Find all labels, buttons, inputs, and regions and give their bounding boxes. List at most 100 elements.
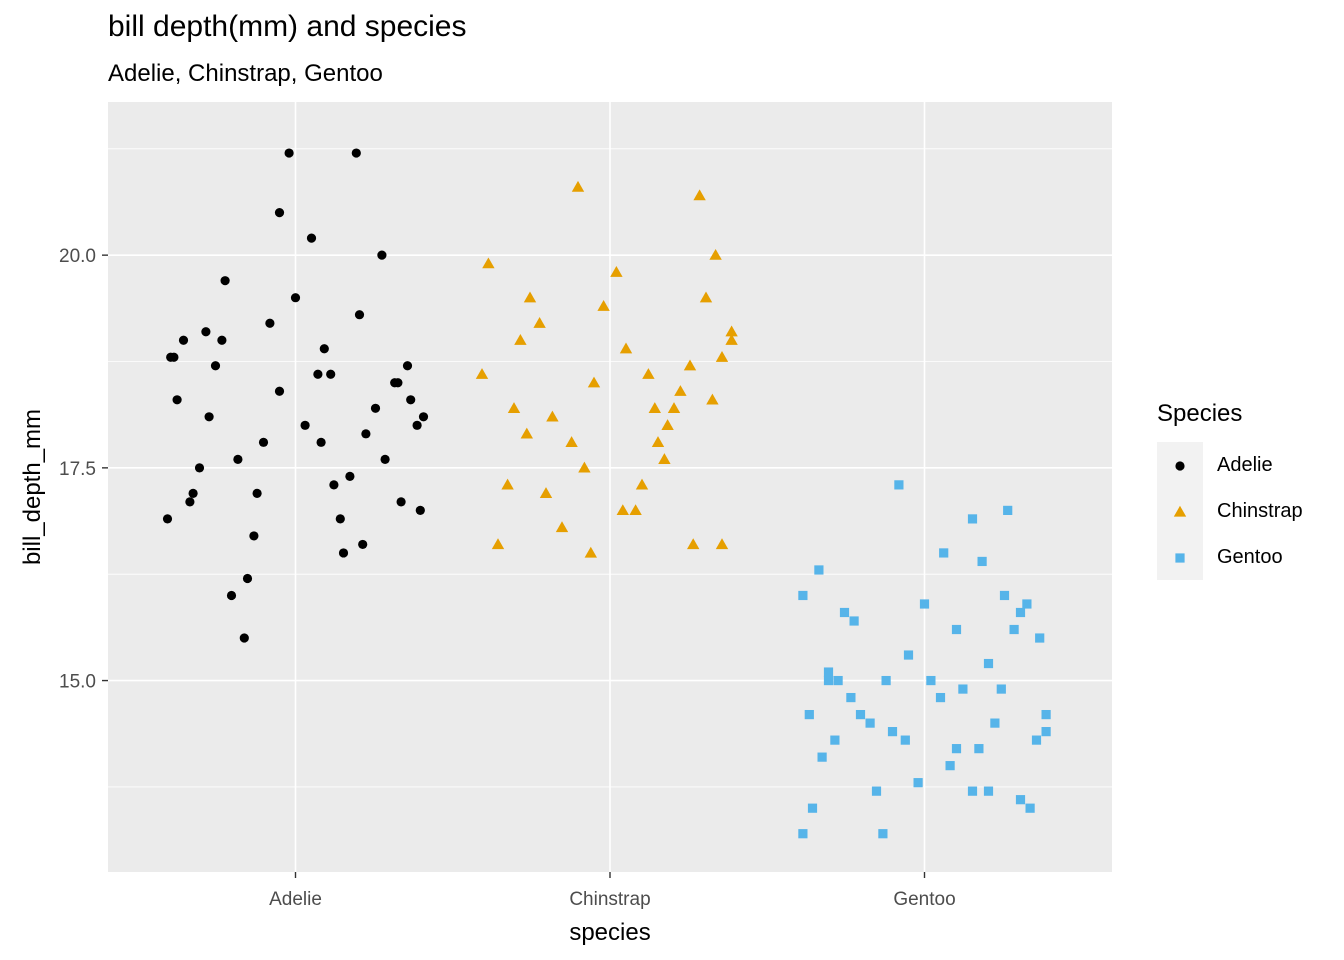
- data-point-gentoo: [999, 590, 1010, 601]
- data-point-gentoo: [958, 684, 968, 694]
- data-point-gentoo: [1041, 709, 1051, 720]
- data-point-chinstrap: [597, 299, 610, 311]
- data-point-chinstrap: [674, 385, 687, 396]
- data-point-chinstrap: [539, 487, 553, 499]
- data-point-adelie: [265, 318, 275, 328]
- data-point-gentoo: [996, 684, 1006, 694]
- legend-label-adelie: Adelie: [1217, 454, 1273, 476]
- y-axis-title: bill_depth_mm: [19, 409, 46, 565]
- legend-key-gentoo: [1175, 553, 1185, 563]
- data-point-adelie: [326, 369, 336, 379]
- data-point-adelie: [338, 548, 349, 558]
- data-point-chinstrap: [642, 368, 655, 379]
- data-point-gentoo: [926, 675, 936, 686]
- data-point-chinstrap: [619, 342, 633, 354]
- data-point-gentoo: [804, 709, 814, 720]
- data-point-chinstrap: [709, 248, 722, 260]
- x-axis-title: species: [569, 919, 650, 946]
- data-point-gentoo: [817, 752, 827, 762]
- data-point-gentoo: [814, 565, 824, 575]
- data-point-gentoo: [878, 829, 888, 839]
- data-point-adelie: [178, 335, 189, 345]
- data-point-adelie: [319, 344, 329, 354]
- data-points: [162, 148, 1051, 839]
- data-point-gentoo: [894, 480, 904, 490]
- data-point-gentoo: [900, 735, 910, 745]
- data-point-chinstrap: [725, 334, 738, 345]
- data-point-gentoo: [945, 761, 955, 771]
- data-point-chinstrap: [546, 410, 559, 422]
- data-point-chinstrap: [648, 402, 661, 413]
- data-point-gentoo: [823, 667, 834, 677]
- data-point-gentoo: [881, 675, 891, 686]
- data-point-gentoo: [935, 692, 946, 703]
- data-point-chinstrap: [635, 478, 649, 490]
- data-point-adelie: [316, 437, 326, 447]
- data-point-gentoo: [1035, 633, 1045, 643]
- data-point-chinstrap: [658, 453, 671, 464]
- data-point-chinstrap: [491, 538, 505, 550]
- data-point-gentoo: [977, 556, 987, 567]
- data-point-gentoo: [1009, 624, 1019, 635]
- data-point-adelie: [354, 310, 365, 320]
- data-point-chinstrap: [687, 538, 700, 550]
- data-point-gentoo: [990, 718, 1000, 728]
- data-point-adelie: [220, 276, 230, 286]
- data-point-adelie: [412, 420, 422, 430]
- data-point-adelie: [239, 633, 249, 643]
- data-point-chinstrap: [661, 419, 674, 430]
- data-point-chinstrap: [533, 317, 546, 328]
- data-point-chinstrap: [514, 334, 527, 345]
- legend-label-chinstrap: Chinstrap: [1217, 500, 1303, 522]
- data-point-adelie: [258, 437, 269, 447]
- data-point-adelie: [185, 497, 195, 507]
- data-point-adelie: [361, 429, 371, 439]
- data-point-gentoo: [887, 727, 898, 737]
- data-point-gentoo: [939, 548, 949, 558]
- data-point-gentoo: [846, 692, 856, 703]
- data-point-chinstrap: [693, 189, 706, 201]
- data-point-adelie: [201, 327, 211, 337]
- data-point-adelie: [300, 420, 310, 430]
- x-tick-label: Chinstrap: [569, 889, 650, 910]
- data-point-gentoo: [1015, 607, 1026, 618]
- data-point-adelie: [380, 454, 390, 464]
- data-point-gentoo: [903, 650, 914, 660]
- data-point-chinstrap: [706, 393, 719, 405]
- data-point-adelie: [351, 148, 361, 158]
- data-point-gentoo: [1025, 803, 1035, 813]
- data-point-chinstrap: [475, 368, 489, 379]
- data-point-chinstrap: [507, 402, 521, 413]
- data-point-chinstrap: [555, 521, 569, 533]
- data-point-chinstrap: [725, 325, 738, 337]
- data-point-gentoo: [798, 590, 808, 601]
- data-point-chinstrap: [683, 359, 697, 371]
- data-point-adelie: [358, 539, 368, 550]
- x-tick-label: Gentoo: [893, 889, 955, 910]
- data-point-gentoo: [830, 735, 840, 745]
- data-point-chinstrap: [715, 538, 729, 550]
- data-point-gentoo: [823, 675, 834, 686]
- data-point-gentoo: [865, 718, 875, 728]
- data-point-gentoo: [913, 778, 923, 788]
- data-point-gentoo: [1015, 795, 1026, 805]
- data-point-gentoo: [974, 744, 984, 754]
- data-point-gentoo: [807, 803, 818, 813]
- data-point-adelie: [274, 386, 285, 396]
- data-point-chinstrap: [616, 504, 629, 516]
- data-point-adelie: [313, 369, 323, 379]
- data-point-adelie: [396, 497, 406, 507]
- data-point-gentoo: [983, 658, 994, 669]
- data-point-chinstrap: [699, 291, 713, 303]
- data-point-adelie: [377, 250, 387, 260]
- data-point-chinstrap: [578, 461, 591, 473]
- legend-keys: [1157, 442, 1203, 580]
- data-point-chinstrap: [584, 546, 597, 558]
- data-point-gentoo: [967, 786, 978, 796]
- data-point-gentoo: [967, 514, 978, 524]
- data-point-adelie: [284, 148, 294, 158]
- data-point-adelie: [290, 293, 301, 303]
- legend-key-chinstrap: [1173, 505, 1187, 517]
- data-point-adelie: [418, 412, 429, 422]
